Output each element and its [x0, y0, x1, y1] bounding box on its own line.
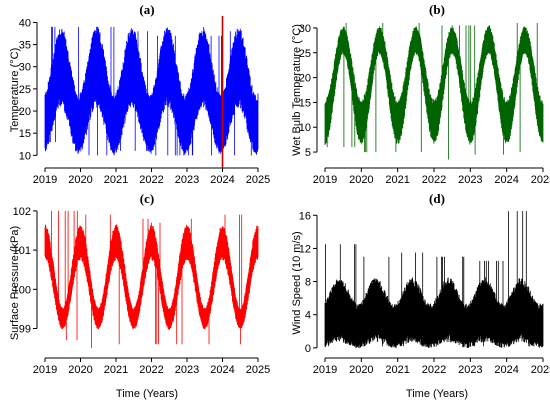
- x-tick-label: 2023: [458, 364, 482, 376]
- panel-wind-speed: (d) Wind Speed (10 m/s) 2019 2020 2021 2022…: [291, 191, 550, 376]
- y-tick-label: 100: [13, 284, 31, 296]
- x-tick-label: 2022: [139, 174, 163, 186]
- series-line: [44, 210, 259, 349]
- x-tick-label: 2021: [104, 364, 128, 376]
- x-tick-label: 2019: [313, 174, 337, 186]
- x-tick-label: 2021: [385, 364, 409, 376]
- panel-label-d: (d): [429, 191, 445, 206]
- y-tick-label: 101: [13, 245, 31, 257]
- y-tick-label: 16: [299, 210, 311, 222]
- x-tick-label: 2019: [33, 364, 57, 376]
- y-tick-label: 30: [299, 23, 311, 35]
- y-axis-title-temperature: Temperature (°C): [9, 48, 21, 132]
- x-tick-label: 2025: [246, 174, 270, 186]
- y-tick-label: 35: [19, 40, 31, 52]
- y-tick-label: 12: [299, 243, 311, 255]
- x-tick-label: 2024: [494, 174, 518, 186]
- x-tick-label: 2025: [531, 364, 550, 376]
- y-axis-title-surface-pressure: Surface Pressure (kPa): [9, 226, 21, 340]
- y-tick-label: 30: [19, 62, 31, 74]
- series-line: [44, 26, 259, 156]
- y-tick-label: 15: [19, 128, 31, 140]
- x-tick-label: 2019: [313, 364, 337, 376]
- y-axis-title-wet-bulb: Wet Bulb Temperature (°C): [291, 24, 303, 156]
- y-tick-label: 0: [305, 343, 311, 355]
- x-tick-label: 2021: [385, 174, 409, 186]
- x-tick-label: 2020: [349, 364, 373, 376]
- panel-label-a: (a): [139, 2, 154, 17]
- y-tick-label: 4: [305, 310, 311, 322]
- x-tick-label: 2021: [104, 174, 128, 186]
- panel-temperature: (a) Temperature (°C) 2019 2020 2021 2022 202…: [9, 2, 270, 186]
- panel-surface-pressure: (c) Surface Pressure (kPa) 2019 2020 2021 2…: [9, 191, 270, 376]
- y-tick-label: 5: [305, 147, 311, 159]
- x-tick-label: 2024: [494, 364, 518, 376]
- panel-label-b: (b): [429, 2, 445, 17]
- x-axis-title-left: Time (Years): [116, 388, 178, 400]
- x-tick-label: 2025: [531, 174, 550, 186]
- y-axis-title-wind-speed: Wind Speed (10 m/s): [291, 231, 303, 334]
- x-tick-label: 2024: [210, 174, 234, 186]
- y-tick-label: 20: [19, 106, 31, 118]
- x-tick-label: 2022: [422, 174, 446, 186]
- x-axis-title-right: Time (Years): [406, 388, 468, 400]
- x-tick-label: 2023: [175, 174, 199, 186]
- x-tick-label: 2020: [349, 174, 373, 186]
- y-tick-label: 8: [305, 277, 311, 289]
- x-tick-label: 2023: [458, 174, 482, 186]
- panel-label-c: (c): [140, 191, 154, 206]
- y-tick-label: 10: [299, 122, 311, 134]
- y-tick-label: 25: [299, 48, 311, 60]
- x-tick-label: 2020: [68, 364, 92, 376]
- panel-wet-bulb: (b) Wet Bulb Temperature (°C) 2019 2020 20…: [291, 2, 550, 186]
- y-tick-label: 20: [299, 73, 311, 85]
- y-tick-label: 99: [19, 323, 31, 335]
- x-tick-label: 2020: [68, 174, 92, 186]
- y-tick-label: 40: [19, 17, 31, 29]
- x-tick-label: 2022: [139, 364, 163, 376]
- y-tick-label: 102: [13, 206, 31, 218]
- y-tick-label: 15: [299, 97, 311, 109]
- x-tick-label: 2024: [210, 364, 234, 376]
- y-tick-label: 25: [19, 84, 31, 96]
- y-tick-label: 10: [19, 150, 31, 162]
- x-tick-label: 2023: [175, 364, 199, 376]
- x-tick-label: 2019: [33, 174, 57, 186]
- x-tick-label: 2022: [422, 364, 446, 376]
- x-tick-label: 2025: [246, 364, 270, 376]
- series-line: [324, 23, 544, 160]
- series-line: [324, 211, 544, 349]
